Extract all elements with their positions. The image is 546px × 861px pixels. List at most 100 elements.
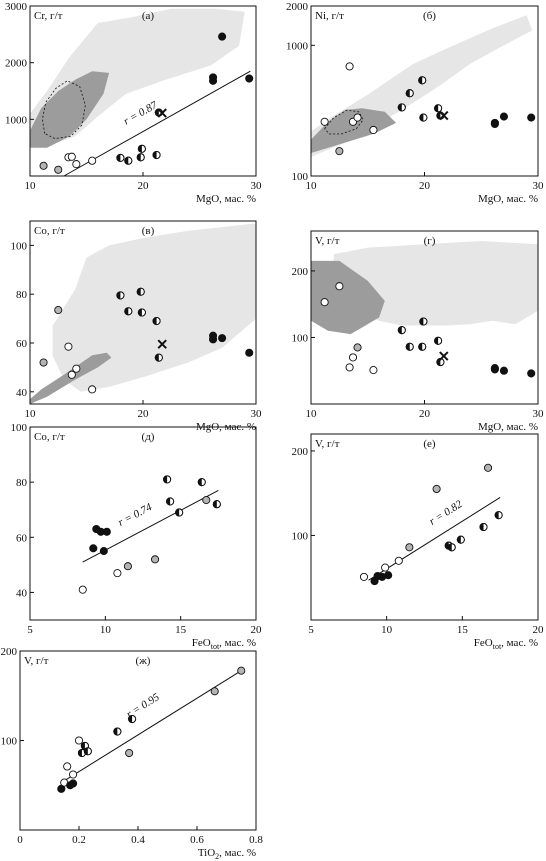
- open-circle-marker: [67, 152, 76, 161]
- half-filled-circle-marker: [212, 500, 221, 509]
- panel-fields: [30, 8, 245, 148]
- half-filled-circle-marker: [456, 535, 465, 544]
- marker-outline: [418, 342, 427, 351]
- marker-outline: [175, 508, 184, 517]
- marker-filled-half: [418, 343, 423, 351]
- y-tick-label: 1000: [5, 114, 28, 126]
- black-circle-marker: [245, 348, 254, 357]
- open-circle-marker: [72, 160, 81, 169]
- y-tick-label: 100: [1, 736, 18, 748]
- marker-filled-half: [163, 475, 168, 483]
- marker-filled-half: [113, 727, 118, 736]
- marker-filled-half: [138, 308, 142, 317]
- half-filled-circle-marker: [434, 336, 443, 345]
- dashed-field-outline: [324, 109, 364, 135]
- y-tick-label: 1000: [286, 40, 309, 52]
- marker-outline: [136, 287, 145, 296]
- half-filled-circle-marker: [418, 342, 427, 351]
- marker-filled-half: [78, 749, 82, 757]
- open-circle-marker: [69, 770, 78, 779]
- open-circle-marker: [88, 156, 97, 165]
- half-filled-circle-marker: [479, 522, 488, 532]
- marker-filled-half: [198, 478, 202, 486]
- half-filled-circle-marker: [163, 475, 172, 484]
- plot-frame: [29, 426, 257, 621]
- half-filled-circle-marker: [397, 326, 406, 335]
- x-axis-title-suffix: , мас. %: [219, 637, 256, 649]
- half-filled-circle-marker: [136, 153, 145, 162]
- y-axis-title: V, г/т: [315, 438, 340, 450]
- marker-outline: [434, 336, 443, 345]
- half-filled-circle-marker: [436, 358, 445, 367]
- gray-circle-marker: [125, 748, 134, 758]
- marker-outline: [116, 153, 125, 162]
- half-filled-circle-marker: [419, 317, 428, 326]
- panel-g: 0 0.2 0.4 0.6 0.8 100 200 V, г/т (ж) TiO2, мас. %…: [1, 646, 264, 861]
- half-filled-circle-marker: [405, 342, 414, 351]
- open-circle-marker: [348, 353, 358, 362]
- marker-filled-half: [124, 157, 129, 165]
- half-filled-circle-marker: [397, 103, 406, 112]
- marker-outline: [137, 308, 146, 317]
- open-circle-marker: [353, 113, 362, 122]
- half-filled-circle-marker: [128, 714, 137, 724]
- black-circle-marker: [527, 113, 536, 122]
- half-filled-circle-marker: [137, 308, 146, 317]
- x-axis-title: MgO, мас. %: [196, 193, 256, 205]
- half-filled-circle-marker: [83, 747, 92, 756]
- marker-outline: [116, 291, 125, 300]
- gray-circle-marker: [237, 666, 246, 675]
- half-filled-circle-marker: [154, 353, 163, 362]
- x-tick-label: 30: [251, 180, 263, 192]
- regression-line: [63, 670, 242, 782]
- y-tick-label: 200: [292, 266, 309, 278]
- open-circle-marker: [113, 569, 122, 578]
- x-axis-title-suffix: , мас. %: [501, 637, 538, 649]
- x-tick-label: 0: [17, 834, 23, 846]
- x-tick-label: 15: [457, 624, 469, 636]
- half-filled-circle-marker: [116, 291, 125, 300]
- half-filled-circle-marker: [405, 89, 414, 98]
- marker-filled-half: [155, 354, 159, 362]
- marker-outline: [419, 113, 428, 122]
- gray-circle-marker: [39, 161, 48, 170]
- panel-fields: [311, 15, 533, 157]
- marker-outline: [397, 326, 406, 335]
- dark-gray-field: [311, 108, 397, 153]
- half-filled-circle-marker: [494, 511, 503, 520]
- x-axis-title-subscript: 2: [215, 852, 219, 861]
- marker-filled-half: [419, 113, 424, 122]
- cross-stroke: [439, 351, 449, 361]
- half-filled-circle-marker: [166, 497, 175, 506]
- gray-circle-marker: [54, 165, 63, 174]
- marker-outline: [124, 156, 133, 165]
- black-circle-marker: [218, 32, 227, 41]
- black-circle-marker: [99, 547, 108, 556]
- marker-filled-half: [406, 343, 410, 351]
- y-tick-label: 100: [292, 171, 309, 183]
- black-circle-marker: [218, 334, 227, 343]
- y-tick-label: 100: [11, 240, 28, 252]
- y-tick-label: 60: [16, 338, 28, 350]
- open-circle-marker: [394, 556, 403, 565]
- marker-filled-half: [434, 104, 439, 112]
- x-tick-label: 20: [419, 408, 431, 420]
- x-axis-title-subscript: tot: [493, 642, 502, 651]
- x-tick-label: 10: [306, 408, 318, 420]
- open-circle-marker: [88, 385, 97, 394]
- marker-filled-half: [137, 288, 141, 296]
- gray-circle-marker: [39, 358, 48, 367]
- x-axis-title: MgO, мас. %: [478, 193, 538, 205]
- x-tick-label: 20: [138, 408, 150, 420]
- marker-filled-half: [398, 326, 402, 334]
- y-tick-label: 100: [11, 422, 28, 434]
- marker-outline: [419, 317, 428, 326]
- cross-marker: [157, 339, 167, 349]
- x-tick-label: 0.4: [131, 834, 145, 846]
- y-tick-label: 80: [16, 477, 28, 489]
- regression-line: [368, 496, 501, 581]
- marker-outline: [137, 144, 146, 153]
- marker-filled-half: [448, 543, 452, 551]
- cross-marker: [439, 351, 449, 361]
- y-axis-title: Co, г/т: [34, 225, 65, 237]
